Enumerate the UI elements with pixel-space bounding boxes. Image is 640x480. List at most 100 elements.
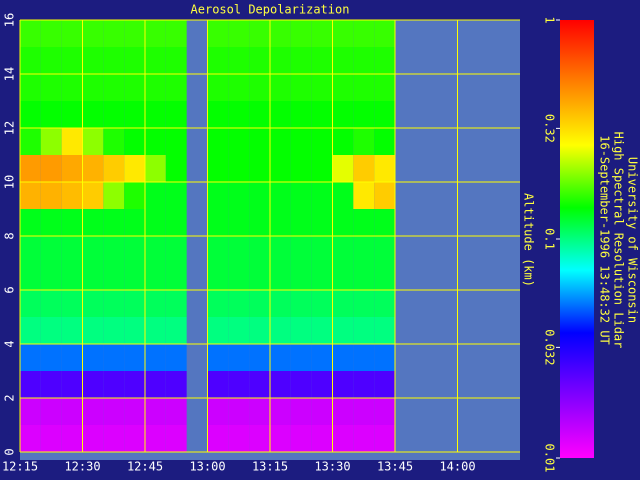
heat-cell — [124, 263, 145, 290]
heat-cell — [290, 263, 312, 290]
heat-cell — [332, 371, 354, 398]
heat-cell — [353, 101, 375, 128]
heat-cell — [207, 182, 229, 209]
heat-cell — [374, 425, 395, 452]
heat-cell — [228, 101, 250, 128]
heat-cell — [353, 47, 375, 74]
heat-cell — [20, 182, 41, 209]
heat-cell — [124, 101, 145, 128]
heat-cell — [374, 398, 395, 425]
heat-cell — [353, 290, 375, 317]
heat-cell — [228, 182, 250, 209]
heat-cell — [332, 263, 354, 290]
y-tick-label: 0 — [3, 448, 17, 455]
heat-cell — [61, 47, 83, 74]
heat-cell — [165, 47, 187, 74]
heat-cell — [82, 317, 104, 344]
heat-cell — [311, 344, 333, 371]
heat-cell — [20, 47, 41, 74]
heat-cell — [145, 20, 166, 47]
heat-cell — [311, 209, 333, 236]
heat-cell — [207, 47, 229, 74]
heat-cell — [165, 209, 187, 236]
heat-cell — [145, 290, 166, 317]
heat-cell — [124, 371, 145, 398]
heat-cell — [249, 263, 270, 290]
heat-cell — [103, 101, 125, 128]
heat-cell — [374, 182, 395, 209]
heat-cell — [290, 209, 312, 236]
heat-cell — [207, 236, 229, 263]
heat-cell — [332, 155, 354, 182]
heat-cell — [228, 74, 250, 101]
heat-cell — [145, 263, 166, 290]
heat-cell — [249, 425, 270, 452]
heat-cell — [40, 182, 62, 209]
heat-cell — [145, 209, 166, 236]
heat-cell — [270, 398, 291, 425]
heat-cell — [228, 128, 250, 155]
heat-cell — [103, 209, 125, 236]
heat-cell — [165, 182, 187, 209]
heat-cell — [82, 20, 104, 47]
heat-cell — [103, 263, 125, 290]
heat-cell — [311, 155, 333, 182]
x-tick-label: 13:00 — [189, 460, 225, 474]
heat-cell — [311, 290, 333, 317]
heat-cell — [40, 236, 62, 263]
heat-cell — [332, 74, 354, 101]
note: 16-September-1996 13:48:32 UT — [598, 135, 612, 345]
heat-cell — [332, 344, 354, 371]
heat-cell — [82, 155, 104, 182]
heat-cell — [124, 317, 145, 344]
heat-cell — [249, 344, 270, 371]
heat-cell — [270, 209, 291, 236]
heat-cell — [61, 101, 83, 128]
heat-cell — [311, 182, 333, 209]
heat-cell — [61, 74, 83, 101]
colorbar-tick-label: 0.01 — [543, 444, 557, 473]
heat-cell — [249, 20, 270, 47]
heat-cell — [165, 101, 187, 128]
heat-cell — [61, 263, 83, 290]
heat-cell — [290, 371, 312, 398]
heat-cell — [165, 263, 187, 290]
heat-cell — [82, 236, 104, 263]
colorbar-tick-label: 0.1 — [543, 228, 557, 250]
note: High Spectral Resolution Lidar — [612, 132, 626, 349]
heat-cell — [207, 425, 229, 452]
heat-cell — [40, 290, 62, 317]
heat-cell — [145, 47, 166, 74]
heat-cell — [270, 128, 291, 155]
heat-cell — [82, 425, 104, 452]
heat-cell — [270, 155, 291, 182]
heat-cell — [374, 128, 395, 155]
y-axis-label: Altitude (km) — [522, 193, 536, 287]
x-tick-label: 13:45 — [377, 460, 413, 474]
heat-cell — [124, 47, 145, 74]
x-tick-label: 12:15 — [2, 460, 38, 474]
heat-cell — [249, 74, 270, 101]
heat-cell — [40, 20, 62, 47]
heat-cell — [20, 317, 41, 344]
heat-cell — [228, 290, 250, 317]
heat-cell — [61, 290, 83, 317]
heat-cell — [20, 263, 41, 290]
heat-cell — [207, 398, 229, 425]
heat-cell — [103, 20, 125, 47]
heat-cell — [228, 425, 250, 452]
heat-cell — [290, 128, 312, 155]
heat-cell — [103, 47, 125, 74]
heat-cell — [145, 398, 166, 425]
heat-cell — [61, 344, 83, 371]
heat-cell — [374, 101, 395, 128]
heat-cell — [311, 20, 333, 47]
heat-cell — [82, 371, 104, 398]
heat-cell — [228, 317, 250, 344]
heat-cell — [228, 371, 250, 398]
heat-cell — [374, 74, 395, 101]
heat-cell — [61, 20, 83, 47]
heat-cell — [374, 236, 395, 263]
heat-cell — [353, 263, 375, 290]
